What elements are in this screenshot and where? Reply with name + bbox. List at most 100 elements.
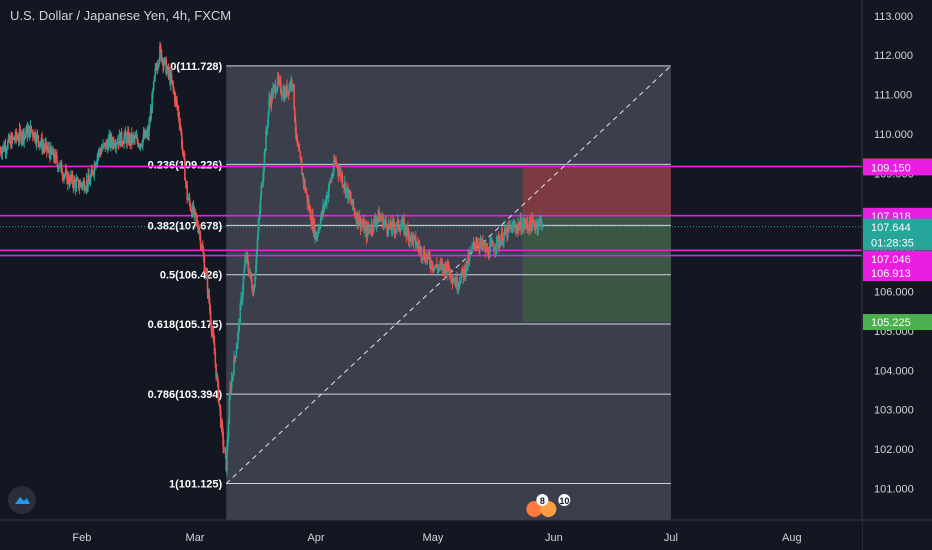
candle-body xyxy=(511,224,514,233)
candle-body xyxy=(246,253,249,260)
candle-body xyxy=(197,226,199,233)
price-label-text: 106.913 xyxy=(871,268,911,280)
candle-body xyxy=(105,141,107,149)
candle-body xyxy=(328,182,330,192)
candle-body xyxy=(42,145,44,151)
candle-body xyxy=(262,178,264,187)
candle-body xyxy=(236,343,238,350)
candle-body xyxy=(30,125,33,131)
candle-body xyxy=(464,271,467,277)
candle-body xyxy=(123,137,125,145)
candle-body xyxy=(300,158,302,164)
candle-body xyxy=(69,175,72,185)
candle-body xyxy=(541,223,543,228)
candle-body xyxy=(148,122,151,124)
y-tick-label: 103.000 xyxy=(874,405,914,417)
candle-body xyxy=(327,191,330,199)
event-badge-count-bg xyxy=(536,494,549,506)
candle-body xyxy=(394,229,397,233)
candle-body xyxy=(333,160,335,173)
candle-body xyxy=(180,132,183,147)
candle-body xyxy=(219,409,222,428)
candle-body xyxy=(178,117,181,124)
candle-body xyxy=(434,266,437,268)
price-label-text: 105.225 xyxy=(871,317,911,329)
candle-body xyxy=(471,246,473,252)
candle-body xyxy=(418,247,421,250)
candle-body xyxy=(21,138,23,142)
candle-body xyxy=(107,139,110,151)
candle-body xyxy=(38,141,40,147)
candle-body xyxy=(489,245,491,258)
fib-level-label: 0.5(106.426) xyxy=(160,270,223,282)
candle-body xyxy=(537,225,540,230)
fib-level-label: 0(111.728) xyxy=(170,61,222,73)
candle-body xyxy=(81,182,84,187)
candle-body xyxy=(422,258,424,259)
fib-level-label: 0.618(105.175) xyxy=(148,319,223,331)
candle-body xyxy=(415,246,418,247)
candle-body xyxy=(297,143,299,146)
candle-body xyxy=(17,139,20,141)
tradingview-logo[interactable] xyxy=(8,486,36,514)
candle-body xyxy=(226,437,229,447)
candle-body xyxy=(187,199,189,201)
candle-body xyxy=(487,248,490,257)
candle-body xyxy=(120,131,123,143)
candle-body xyxy=(194,208,196,213)
candle-body xyxy=(379,217,382,220)
candle-body xyxy=(273,86,275,89)
candle-body xyxy=(250,272,252,280)
diagonal-trend-line xyxy=(225,65,672,484)
candle-body xyxy=(247,259,249,269)
candle-body xyxy=(387,223,390,233)
candle-body xyxy=(263,152,266,169)
y-tick-label: 113.000 xyxy=(874,11,913,23)
candle-body xyxy=(34,132,36,141)
candle-body xyxy=(445,264,448,275)
candle-body xyxy=(280,81,282,94)
candle-body xyxy=(23,134,25,141)
candle-body xyxy=(436,264,438,268)
candle-body xyxy=(235,349,238,357)
candle-body xyxy=(208,290,210,303)
candle-body xyxy=(237,332,239,344)
chart-title: U.S. Dollar / Japanese Yen, 4h, FXCM xyxy=(10,8,232,23)
candle-body xyxy=(248,274,251,276)
candle-body xyxy=(99,149,101,152)
candle-body xyxy=(294,108,296,122)
candle-body xyxy=(229,386,231,400)
candle-body xyxy=(17,137,19,141)
candle-body xyxy=(390,221,392,230)
price-label-text: 107.046 xyxy=(871,254,911,266)
candle-body xyxy=(335,160,338,165)
candle-body xyxy=(189,202,192,210)
candle-body xyxy=(83,181,86,191)
candle-body xyxy=(211,331,213,333)
candle-body xyxy=(54,153,57,162)
candle-body xyxy=(450,269,452,278)
candle-body xyxy=(124,131,127,136)
candle-body xyxy=(361,223,363,225)
candle-body xyxy=(239,304,242,325)
candle-body xyxy=(297,145,300,151)
candle-body xyxy=(231,375,234,379)
candle-body xyxy=(378,210,380,223)
candle-body xyxy=(379,217,381,223)
candle-body xyxy=(177,110,180,118)
candle-body xyxy=(49,146,52,160)
candle-body xyxy=(277,77,280,82)
cloud-icon xyxy=(15,497,30,504)
candle-body xyxy=(267,111,270,125)
candle-body xyxy=(95,164,97,168)
candle-body xyxy=(80,182,82,185)
candle-body xyxy=(56,155,58,163)
fib-level-label: 1(101.125) xyxy=(169,479,223,491)
candle-body xyxy=(216,375,219,382)
x-tick-label: Jul xyxy=(664,532,678,544)
candle-body xyxy=(294,121,297,133)
candle-body xyxy=(184,180,187,182)
candle-body xyxy=(240,298,242,305)
candle-body xyxy=(195,217,198,220)
